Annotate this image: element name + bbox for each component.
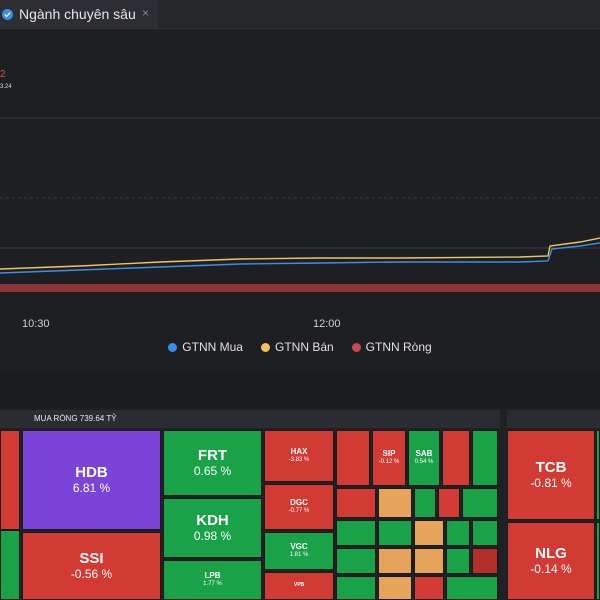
tile-small[interactable] (336, 430, 370, 486)
heatmap-header-right (507, 410, 600, 428)
tile-small[interactable] (378, 548, 412, 574)
legend-label-mua: GTNN Mua (182, 340, 243, 354)
legend-item-ban[interactable]: GTNN Bán (260, 340, 334, 354)
check-icon (2, 8, 13, 20)
tile-small[interactable] (414, 576, 444, 600)
legend-label-ban: GTNN Bán (274, 340, 334, 354)
legend-dot-mua (168, 342, 178, 352)
top-value-white: 3.24 (0, 84, 12, 90)
tile-frt[interactable]: FRT 0.65 % (163, 430, 262, 496)
tile-small[interactable] (472, 520, 498, 546)
tile-vgc[interactable]: VGC 1.81 % (264, 532, 334, 570)
series-ban (0, 237, 600, 270)
tile-small[interactable] (378, 488, 412, 518)
tile-tcb[interactable]: TCB -0.81 % (507, 430, 595, 520)
series-mua (0, 242, 600, 274)
chart-svg: 2 3.24 (0, 69, 600, 292)
series-rong (0, 284, 600, 292)
tab-label: Ngành chuyên sâu (19, 6, 136, 22)
net-buy-heatmap: MUA RÒNG 739.64 TỶ HDB 6.81 % SSI -0.56 … (0, 410, 600, 600)
tile-dgc[interactable]: DGC -0.77 % (264, 484, 334, 530)
legend-item-mua[interactable]: GTNN Mua (168, 340, 243, 354)
legend-dot-rong (351, 342, 361, 352)
tile-small[interactable] (472, 548, 498, 574)
tile-sab[interactable]: SAB 0.54 % (408, 430, 440, 486)
tile-vpb[interactable]: VPB (264, 572, 334, 600)
tile-small[interactable] (336, 548, 376, 574)
tile-small[interactable] (378, 520, 412, 546)
tile-small[interactable] (414, 520, 444, 546)
tile-edge[interactable] (596, 430, 600, 520)
tile-unlabeled[interactable] (0, 530, 20, 600)
x-tick-1200: 12:00 (313, 318, 341, 330)
tile-small[interactable] (442, 430, 470, 486)
top-value-red: 2 (0, 69, 6, 80)
section-divider (0, 372, 600, 408)
tile-small[interactable] (414, 488, 436, 518)
legend-dot-ban (260, 342, 270, 352)
heatmap-header: MUA RÒNG 739.64 TỶ (0, 410, 500, 428)
tile-small[interactable] (336, 488, 376, 518)
tile-small[interactable] (438, 488, 460, 518)
chart-legend: GTNN Mua GTNN Bán GTNN Ròng (0, 340, 600, 354)
tile-small[interactable] (446, 576, 498, 600)
tab-nganh-chuyen-sau[interactable]: Ngành chuyên sâu × (0, 0, 158, 28)
tile-lpb[interactable]: LPB 1.77 % (163, 560, 262, 600)
tile-nlg[interactable]: NLG -0.14 % (507, 522, 595, 600)
tile-hdb[interactable]: HDB 6.81 % (22, 430, 161, 530)
tile-kdh[interactable]: KDH 0.98 % (163, 498, 262, 558)
tile-sip[interactable]: SIP -0.12 % (372, 430, 406, 486)
tile-hax[interactable]: HAX -3.83 % (264, 430, 334, 482)
trade-value-chart: 2 3.24 10:30 12:00 (0, 30, 600, 370)
tile-small[interactable] (446, 520, 470, 546)
tile-ssi[interactable]: SSI -0.56 % (22, 532, 161, 600)
tile-small[interactable] (472, 430, 498, 486)
tile-small[interactable] (414, 548, 444, 574)
x-tick-1030: 10:30 (22, 318, 50, 330)
legend-label-rong: GTNN Ròng (365, 340, 432, 354)
tile-edge[interactable] (596, 522, 600, 600)
legend-item-rong[interactable]: GTNN Ròng (351, 340, 432, 354)
close-icon[interactable]: × (142, 6, 150, 20)
tile-small[interactable] (446, 548, 470, 574)
tile-small[interactable] (462, 488, 498, 518)
tile-small[interactable] (378, 576, 412, 600)
tile-unlabeled[interactable] (0, 430, 20, 530)
tile-small[interactable] (336, 576, 376, 600)
tile-small[interactable] (336, 520, 376, 546)
tab-bar: Ngành chuyên sâu × (0, 0, 600, 29)
